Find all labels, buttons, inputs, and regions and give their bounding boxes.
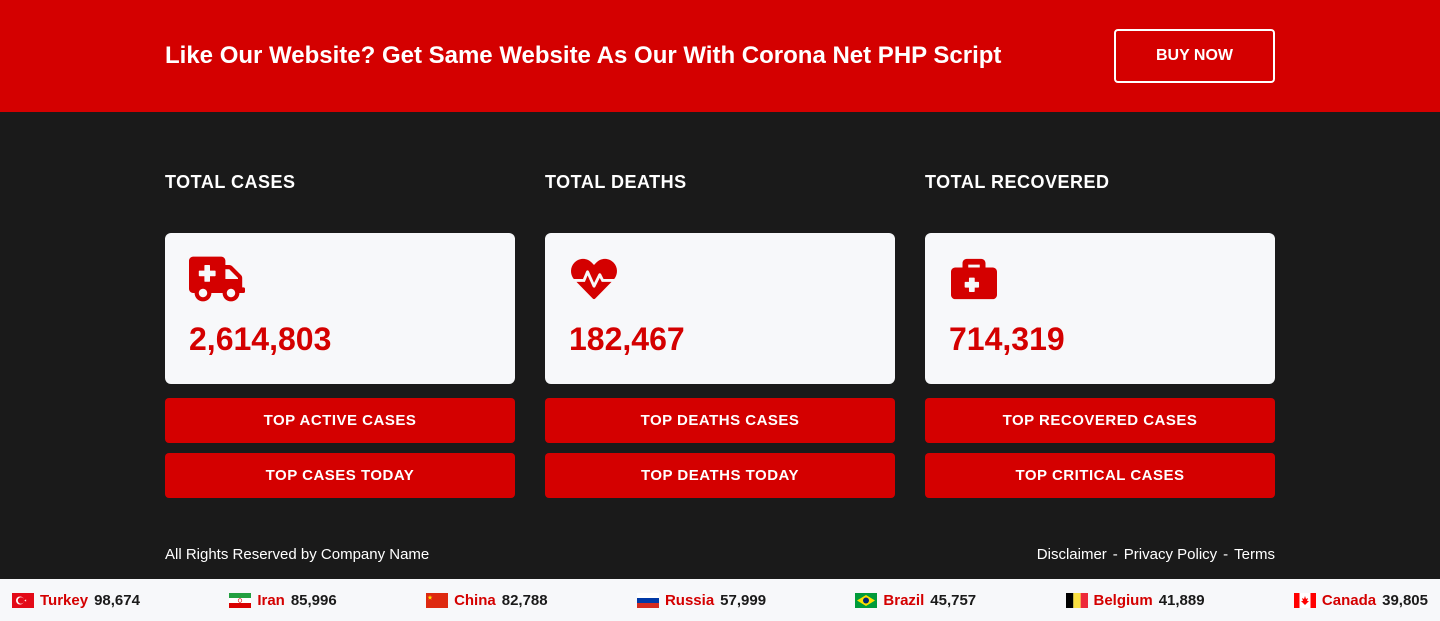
footer-separator: -: [1113, 546, 1118, 563]
heartbeat-icon: [569, 255, 625, 303]
ticker-country: Russia: [665, 592, 714, 609]
ambulance-icon: [189, 255, 245, 303]
top-critical-cases-button[interactable]: TOP CRITICAL CASES: [925, 453, 1275, 498]
ticker-item[interactable]: Iran 85,996: [229, 592, 336, 609]
top-deaths-today-button[interactable]: TOP DEATHS TODAY: [545, 453, 895, 498]
ticker-count: 39,805: [1382, 592, 1428, 609]
ticker-item[interactable]: Russia 57,999: [637, 592, 766, 609]
flag-icon-canada: [1294, 593, 1316, 608]
ticker-item[interactable]: China 82,788: [426, 592, 548, 609]
stats-row: TOTAL CASES 2,614,803 TOP ACTIVE CASES T…: [165, 172, 1275, 508]
medkit-icon: [949, 255, 1005, 303]
footer-copyright: All Rights Reserved by Company Name: [165, 546, 429, 563]
stat-value-deaths: 182,467: [569, 321, 871, 358]
ticker-country: Iran: [257, 592, 285, 609]
stat-card-deaths: 182,467: [545, 233, 895, 384]
footer-row: All Rights Reserved by Company Name Disc…: [165, 546, 1275, 563]
footer-links: Disclaimer - Privacy Policy - Terms: [1037, 546, 1275, 563]
footer-link-disclaimer[interactable]: Disclaimer: [1037, 546, 1107, 563]
flag-icon-iran: [229, 593, 251, 608]
ticker-item[interactable]: Brazil 45,757: [855, 592, 976, 609]
stat-heading-deaths: TOTAL DEATHS: [545, 172, 895, 193]
stat-col-cases: TOTAL CASES 2,614,803 TOP ACTIVE CASES T…: [165, 172, 515, 508]
top-cases-today-button[interactable]: TOP CASES TODAY: [165, 453, 515, 498]
ticker-country: Brazil: [883, 592, 924, 609]
ticker-count: 57,999: [720, 592, 766, 609]
stat-col-deaths: TOTAL DEATHS 182,467 TOP DEATHS CASES TO…: [545, 172, 895, 508]
top-recovered-cases-button[interactable]: TOP RECOVERED CASES: [925, 398, 1275, 443]
ticker-count: 45,757: [930, 592, 976, 609]
flag-icon-turkey: [12, 593, 34, 608]
ticker-count: 82,788: [502, 592, 548, 609]
stat-value-cases: 2,614,803: [189, 321, 491, 358]
stat-heading-recovered: TOTAL RECOVERED: [925, 172, 1275, 193]
flag-icon-belgium: [1066, 593, 1088, 608]
stat-value-recovered: 714,319: [949, 321, 1251, 358]
footer-link-terms[interactable]: Terms: [1234, 546, 1275, 563]
ticker-country: Canada: [1322, 592, 1376, 609]
footer-link-privacy[interactable]: Privacy Policy: [1124, 546, 1217, 563]
ticker-country: China: [454, 592, 496, 609]
flag-icon-russia: [637, 593, 659, 608]
stat-card-recovered: 714,319: [925, 233, 1275, 384]
ticker-count: 85,996: [291, 592, 337, 609]
main-content: TOTAL CASES 2,614,803 TOP ACTIVE CASES T…: [0, 112, 1440, 579]
flag-icon-brazil: [855, 593, 877, 608]
flag-icon-china: [426, 593, 448, 608]
ticker-country: Turkey: [40, 592, 88, 609]
ticker-item[interactable]: Canada 39,805: [1294, 592, 1428, 609]
top-deaths-cases-button[interactable]: TOP DEATHS CASES: [545, 398, 895, 443]
country-ticker: Turkey 98,674 Iran 85,996 China 82,788 R…: [0, 579, 1440, 621]
promo-bar: Like Our Website? Get Same Website As Ou…: [0, 0, 1440, 112]
footer-separator: -: [1223, 546, 1228, 563]
top-active-cases-button[interactable]: TOP ACTIVE CASES: [165, 398, 515, 443]
ticker-country: Belgium: [1094, 592, 1153, 609]
ticker-count: 98,674: [94, 592, 140, 609]
stat-card-cases: 2,614,803: [165, 233, 515, 384]
stat-col-recovered: TOTAL RECOVERED 714,319 TOP RECOVERED CA…: [925, 172, 1275, 508]
stat-heading-cases: TOTAL CASES: [165, 172, 515, 193]
ticker-item[interactable]: Turkey 98,674: [12, 592, 140, 609]
buy-now-button[interactable]: BUY NOW: [1114, 29, 1275, 83]
ticker-item[interactable]: Belgium 41,889: [1066, 592, 1205, 609]
promo-text: Like Our Website? Get Same Website As Ou…: [165, 42, 1001, 70]
ticker-count: 41,889: [1159, 592, 1205, 609]
